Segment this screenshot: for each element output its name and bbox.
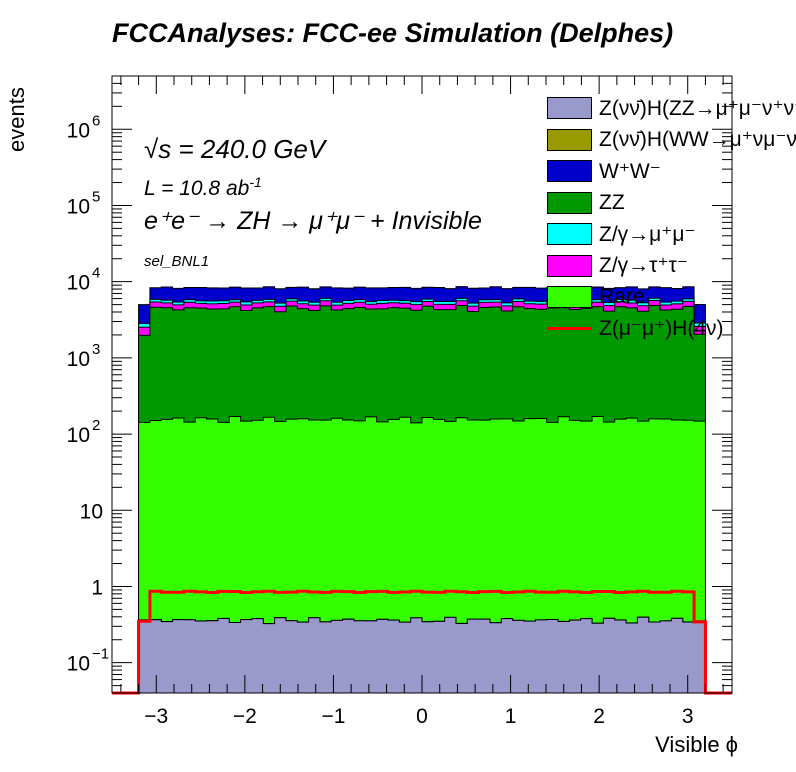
y-tick-exponent: −1: [92, 646, 109, 663]
legend-item-ZZ: ZZ: [541, 187, 625, 219]
legend-swatch: [547, 286, 592, 308]
legend-item-WW: W⁺W⁻: [541, 155, 661, 187]
selection-annotation: sel_BNL1: [144, 253, 210, 270]
legend-label: Z(νν̄)H(WW→μ⁺νμ⁻ν): [599, 128, 796, 151]
legend-item-ZvvH_WW: Z(νν̄)H(WW→μ⁺νμ⁻ν): [541, 124, 796, 156]
sqrt-s-value: = 240.0 GeV: [171, 134, 326, 164]
legend-label: Z/γ→μ⁺μ⁻: [599, 222, 696, 246]
series-fill-ZvvH_ZZ: [138, 616, 706, 694]
y-tick-label: 10: [80, 500, 103, 523]
legend-item-mumu: Z/γ→μ⁺μ⁻: [541, 218, 696, 250]
x-tick-label: 0: [416, 705, 428, 728]
y-tick-exponent: 5: [92, 188, 100, 205]
y-axis-label: events: [4, 87, 29, 152]
y-tick-exponent: 3: [92, 341, 100, 358]
signal-histogram: [112, 589, 732, 695]
x-tick-label: −2: [233, 705, 257, 728]
legend-item-Rare: Rare: [541, 281, 645, 313]
lumi-value: L = 10.8 ab: [144, 177, 250, 200]
y-tick-exponent: 2: [92, 417, 100, 434]
legend-label: Z(νν̄)H(ZZ→μ⁺μ⁻ν⁺ν⁻): [599, 96, 796, 120]
legend-swatch: [547, 254, 592, 277]
y-tick-label: 1: [91, 576, 103, 599]
y-tick-label: 10: [67, 119, 90, 142]
legend-label: Z/γ→τ⁺τ⁻: [599, 254, 688, 277]
y-tick-label: 10: [67, 424, 90, 447]
luminosity-annotation: L = 10.8 ab-1: [144, 174, 262, 201]
legend-swatch: [547, 160, 592, 182]
legend-label: Z(μ⁻μ⁺)H(4ν): [599, 317, 724, 340]
signal-line: [112, 589, 732, 695]
legend-swatch: [547, 191, 592, 214]
y-tick-label: 10: [67, 653, 90, 676]
legend-item-signal: Z(μ⁻μ⁺)H(4ν): [541, 313, 724, 345]
x-tick-label: 2: [593, 705, 605, 728]
legend: Z(νν̄)H(ZZ→μ⁺μ⁻ν⁺ν⁻) Z(νν̄)H(WW→μ⁺νμ⁻ν) W⁺…: [541, 92, 796, 354]
y-tick-label: 10: [67, 195, 90, 218]
x-tick-label: 1: [505, 705, 517, 728]
process-annotation: e⁺e⁻ → ZH → μ⁺μ⁻ + Invisible: [144, 207, 482, 235]
legend-swatch: [547, 223, 592, 245]
x-tick-label: 3: [682, 705, 694, 728]
legend-item-ZvvH_ZZ: Z(νν̄)H(ZZ→μ⁺μ⁻ν⁺ν⁻): [541, 92, 796, 124]
x-axis-label: Visible ϕ: [655, 732, 738, 757]
legend-label: Rare: [599, 285, 645, 308]
legend-label: ZZ: [599, 190, 625, 214]
legend-swatch: [547, 128, 592, 151]
x-tick-label: −3: [144, 705, 168, 728]
chart-title: FCCAnalyses: FCC-ee Simulation (Delphes): [112, 18, 674, 48]
legend-swatch: [547, 97, 592, 119]
energy-annotation: √s = 240.0 GeV: [144, 134, 325, 165]
x-tick-label: −1: [321, 705, 345, 728]
sqrt-s-symbol: √s: [144, 134, 172, 164]
lumi-exponent: -1: [249, 174, 262, 190]
legend-item-tautau: Z/γ→τ⁺τ⁻: [541, 250, 688, 282]
y-tick-exponent: 6: [92, 112, 100, 129]
y-tick-label: 10: [67, 272, 90, 295]
y-tick-exponent: 4: [92, 265, 100, 282]
y-tick-label: 10: [67, 348, 90, 371]
legend-swatch: [547, 327, 592, 330]
legend-label: W⁺W⁻: [599, 159, 661, 183]
